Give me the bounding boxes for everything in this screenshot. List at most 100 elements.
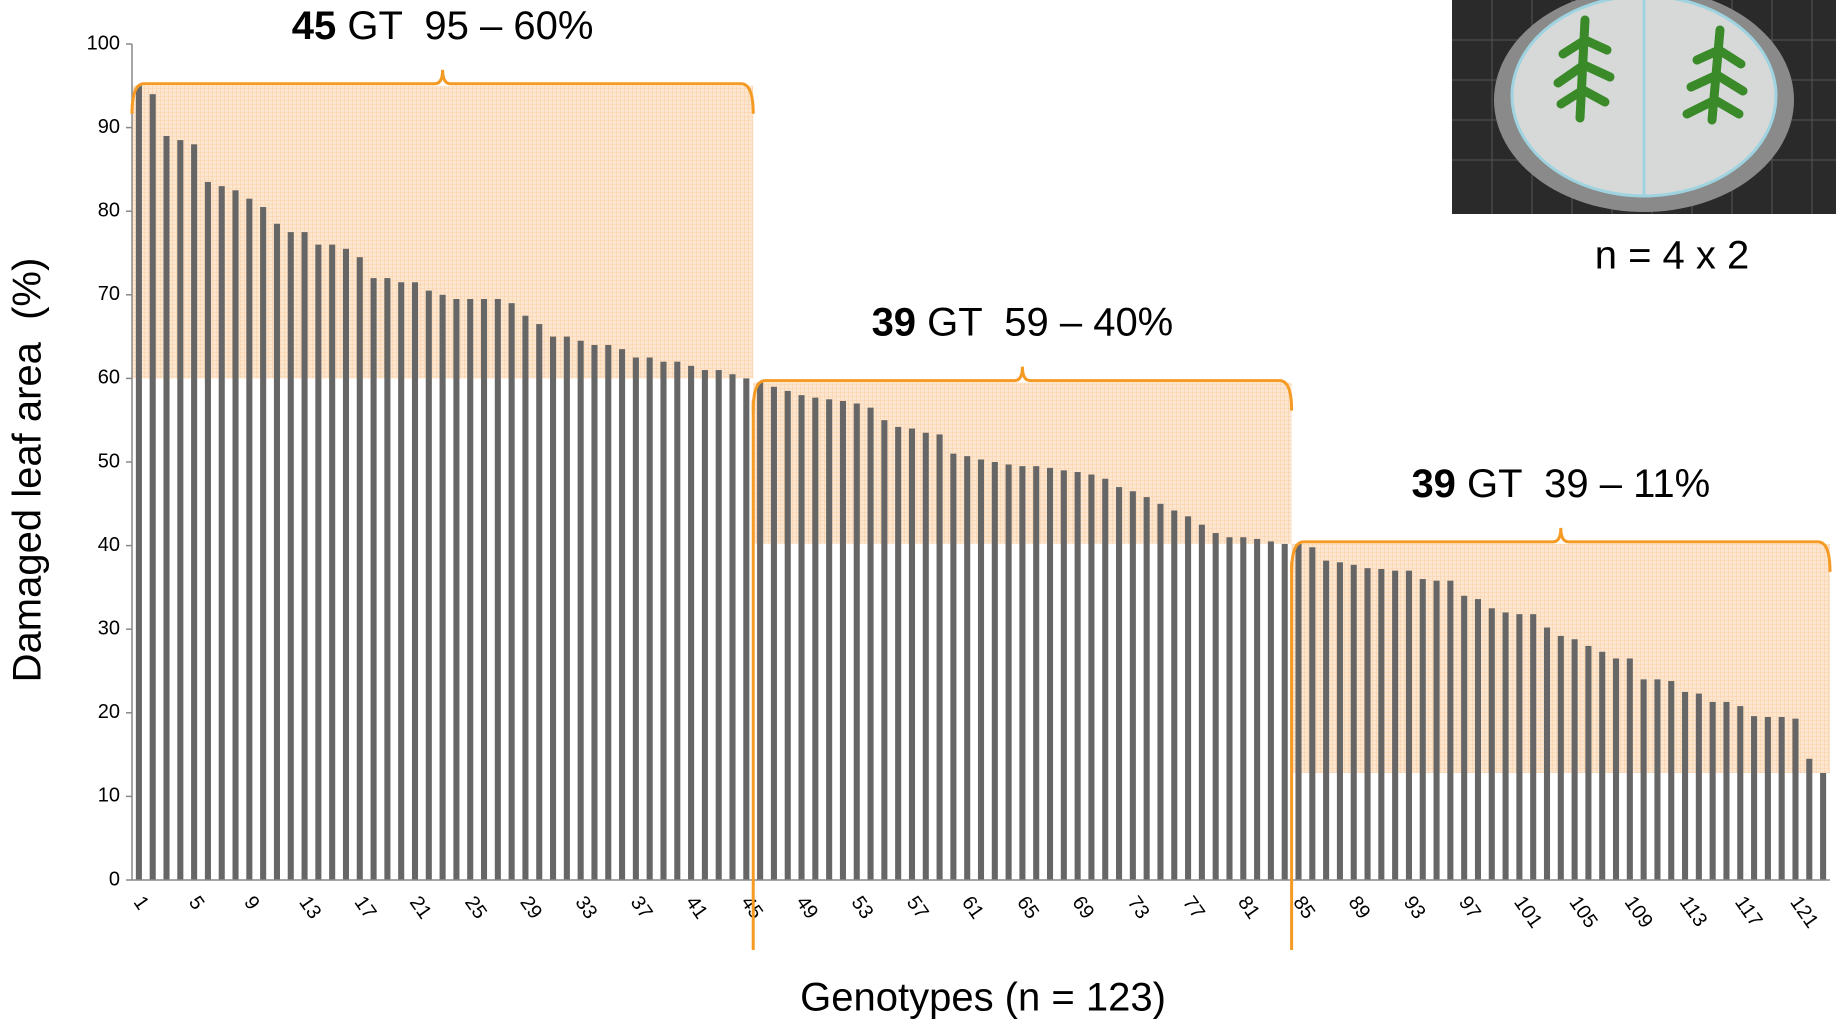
bar [273, 223, 280, 881]
x-tick-label: 13 [294, 892, 325, 923]
bar [1557, 635, 1564, 880]
y-tick-label: 60 [98, 367, 120, 389]
bar [1502, 612, 1509, 880]
x-tick-label: 29 [515, 892, 546, 923]
bar [757, 382, 764, 880]
bar [1157, 503, 1164, 880]
y-tick-label: 80 [98, 199, 120, 221]
bar [260, 207, 267, 880]
bar [798, 395, 805, 880]
bar [1695, 693, 1702, 880]
bar [1668, 681, 1675, 880]
bar [232, 190, 239, 881]
bar [1405, 570, 1412, 880]
bar [563, 336, 570, 881]
bar [1005, 464, 1012, 880]
bar [480, 298, 488, 881]
bar [384, 278, 391, 881]
x-tick-label: 101 [1509, 892, 1546, 932]
bar [1267, 541, 1274, 880]
bar [342, 248, 350, 880]
bar [619, 349, 626, 880]
group-count: 39 [1411, 461, 1456, 505]
x-tick-label: 105 [1565, 892, 1602, 932]
bar [660, 361, 667, 880]
y-tick-label: 70 [98, 283, 120, 305]
bar [1709, 701, 1716, 880]
bar [1074, 472, 1081, 880]
bar [1654, 679, 1661, 880]
bar [1792, 718, 1799, 880]
bar [301, 232, 308, 881]
bar [715, 370, 722, 880]
bar [950, 453, 957, 880]
bar [577, 340, 584, 880]
y-tick-label: 100 [87, 32, 120, 54]
x-tick-label: 25 [460, 892, 491, 923]
bar [1585, 645, 1592, 880]
bar [1723, 701, 1730, 880]
bar [674, 361, 681, 880]
x-tick-label: 21 [405, 892, 436, 923]
group-bracket [130, 69, 755, 114]
bar [398, 282, 405, 880]
bar [1323, 560, 1330, 880]
bar [1392, 570, 1399, 880]
bar [1571, 639, 1578, 880]
bar [287, 232, 294, 881]
bar [1682, 691, 1689, 880]
bar [1129, 491, 1136, 880]
bar [163, 135, 170, 880]
group-text: GT 95 – 60% [336, 3, 593, 47]
x-tick-label: 41 [681, 892, 712, 923]
x-tick-label: 93 [1399, 892, 1430, 923]
bar [522, 315, 529, 880]
bar [646, 357, 653, 880]
bar [1543, 627, 1551, 880]
bar [605, 344, 612, 881]
bar [191, 144, 198, 880]
bar [1116, 487, 1123, 880]
bar [1640, 679, 1647, 880]
inset-photo [1452, 0, 1836, 214]
bar [204, 181, 211, 880]
bar [1419, 579, 1426, 880]
bar [425, 290, 432, 880]
bar [964, 456, 971, 880]
bar [1102, 478, 1109, 880]
x-tick-label: 33 [571, 892, 602, 923]
x-tick-label: 45 [736, 892, 767, 923]
bar [1778, 716, 1785, 880]
bar [977, 459, 985, 880]
group-label: 45 GT 95 – 60% [292, 3, 594, 47]
bar [1019, 466, 1026, 880]
bar [453, 298, 460, 881]
group-text: GT 39 – 11% [1456, 461, 1710, 505]
x-tick-label: 37 [626, 892, 657, 923]
bar [1820, 772, 1827, 880]
bar [1212, 533, 1219, 880]
y-tick-label: 90 [98, 116, 120, 138]
x-tick-label: 117 [1730, 892, 1766, 931]
bar [853, 403, 860, 880]
x-tick-label: 9 [239, 892, 263, 914]
bar [356, 257, 363, 880]
y-tick-label: 40 [98, 534, 120, 556]
bar [1530, 614, 1537, 880]
bar [1240, 537, 1247, 880]
group-layer: 1 5 9 13 17 21 25 29 33 37 41 45 49 53 57 61 65 69 73 77 81 8… [87, 32, 1830, 932]
bar [991, 462, 998, 880]
y-tick-label: 30 [98, 617, 120, 639]
x-tick-label: 49 [791, 892, 822, 923]
x-tick-label: 5 [184, 892, 208, 914]
bar [1336, 562, 1343, 880]
y-tick-label: 10 [98, 785, 120, 807]
bar [135, 85, 142, 881]
bar [1516, 614, 1523, 880]
bar [1447, 580, 1454, 880]
bar [508, 303, 515, 880]
x-tick-label: 121 [1785, 892, 1822, 932]
bar [1488, 608, 1495, 880]
bar [494, 298, 501, 881]
x-axis-title: Genotypes (n = 123) [800, 976, 1166, 1020]
